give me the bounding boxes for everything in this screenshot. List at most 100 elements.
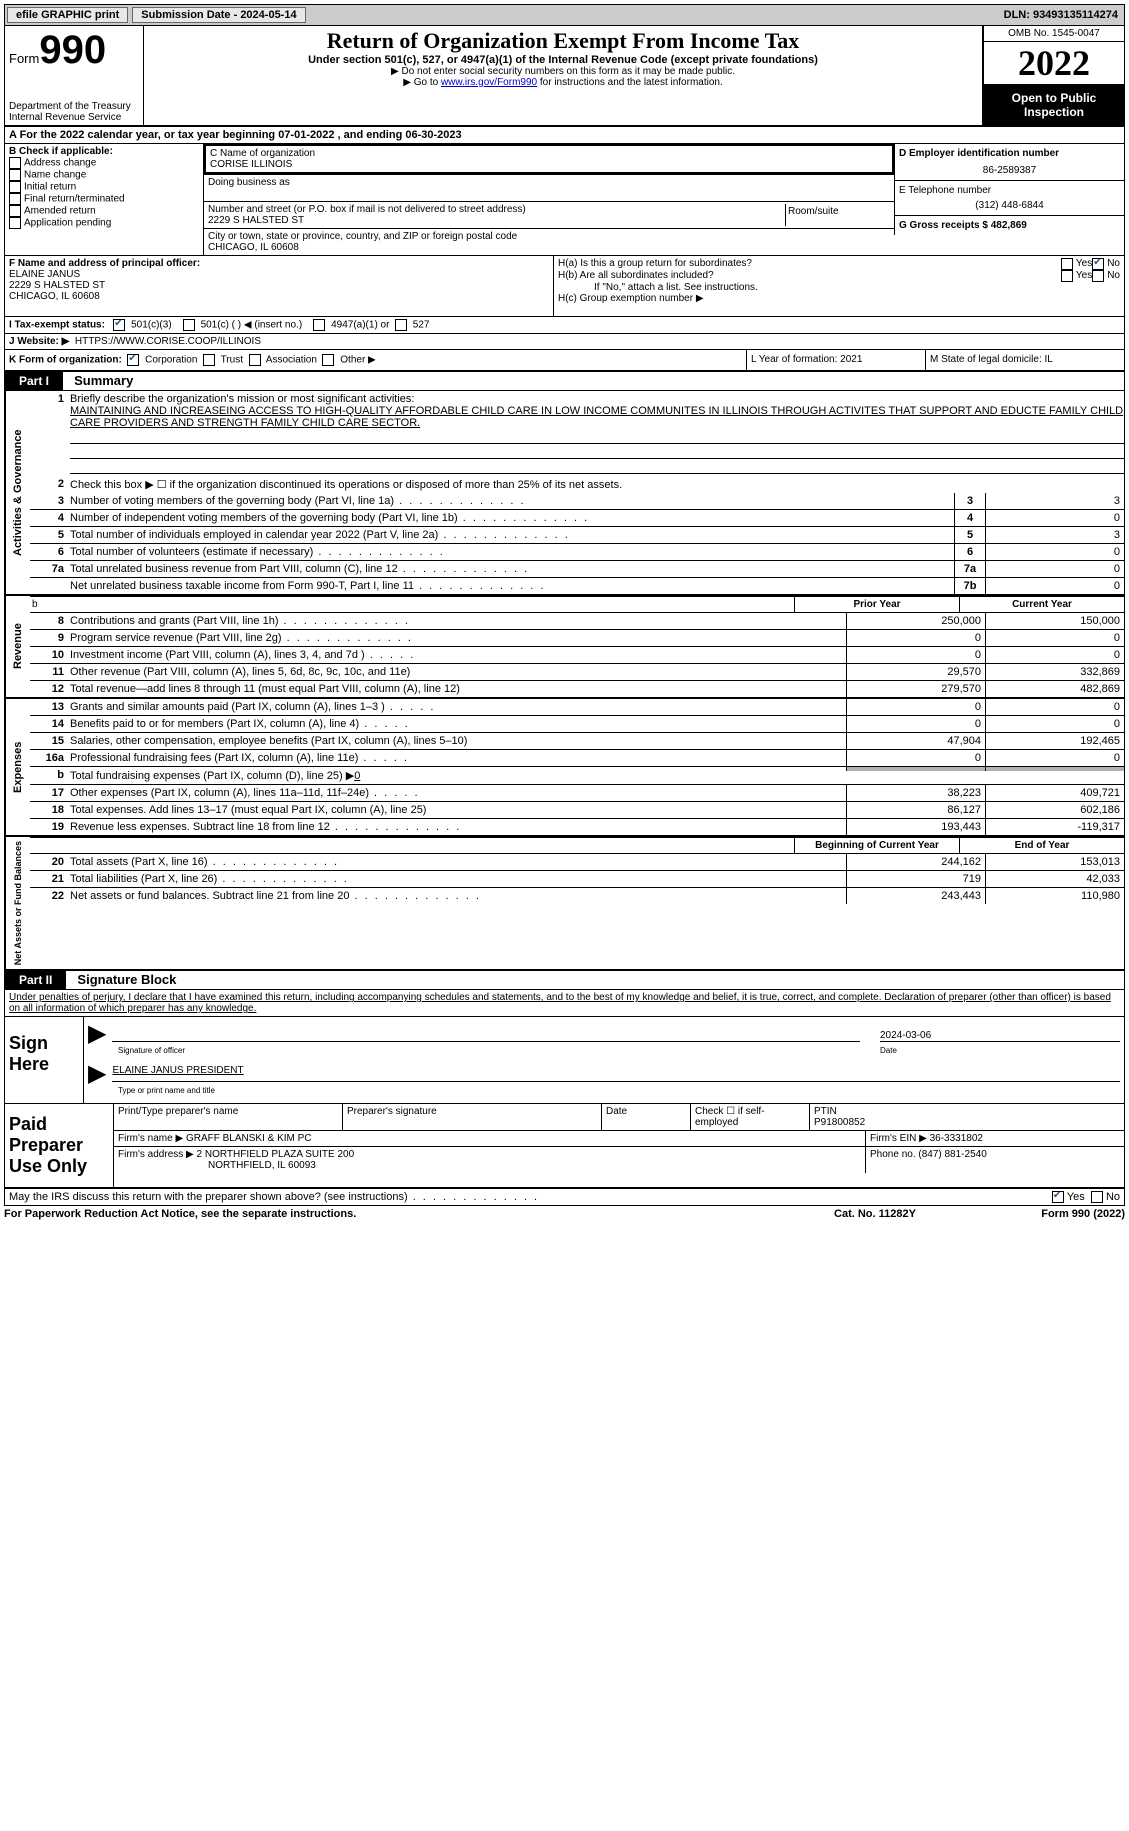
col-b-header: B Check if applicable: xyxy=(9,146,199,157)
state-domicile: M State of legal domicile: IL xyxy=(926,350,1124,370)
footer-catalog: Cat. No. 11282Y xyxy=(785,1208,965,1220)
preparer-sig-label: Preparer's signature xyxy=(343,1104,602,1130)
signature-section: Under penalties of perjury, I declare th… xyxy=(4,990,1125,1189)
footer: For Paperwork Reduction Act Notice, see … xyxy=(4,1206,1125,1222)
row-i-tax-status: I Tax-exempt status: 501(c)(3) 501(c) ( … xyxy=(4,317,1125,334)
preparer-name-label: Print/Type preparer's name xyxy=(114,1104,343,1130)
phone-value: (312) 448-6844 xyxy=(899,196,1120,211)
checkbox-checked[interactable] xyxy=(127,354,139,366)
checkbox[interactable] xyxy=(322,354,334,366)
firm-phone: Phone no. (847) 881-2540 xyxy=(866,1147,1124,1173)
checkbox[interactable] xyxy=(1061,258,1073,270)
checkbox[interactable] xyxy=(183,319,195,331)
submission-date-button[interactable]: Submission Date - 2024-05-14 xyxy=(132,7,305,23)
part-tag: Part II xyxy=(5,971,66,989)
side-label-activities: Activities & Governance xyxy=(5,391,30,594)
part-title: Signature Block xyxy=(69,972,176,987)
checkbox[interactable] xyxy=(9,157,21,169)
gross-receipts: G Gross receipts $ 482,869 xyxy=(894,216,1124,235)
irs-link[interactable]: www.irs.gov/Form990 xyxy=(441,77,537,88)
irs-label: Internal Revenue Service xyxy=(9,112,139,123)
checkbox-checked[interactable] xyxy=(113,319,125,331)
preparer-label: Paid Preparer Use Only xyxy=(5,1104,114,1187)
col-c-org-info: C Name of organization CORISE ILLINOIS D… xyxy=(204,144,894,255)
form-number: 990 xyxy=(39,28,106,72)
footer-left: For Paperwork Reduction Act Notice, see … xyxy=(4,1208,785,1220)
checkbox[interactable] xyxy=(9,193,21,205)
tax-year: 2022 xyxy=(984,42,1124,85)
firm-name: GRAFF BLANSKI & KIM PC xyxy=(186,1133,312,1144)
street-address: 2229 S HALSTED ST xyxy=(208,215,785,226)
org-name-box: C Name of organization CORISE ILLINOIS xyxy=(204,144,894,174)
sign-here-row: Sign Here ▶ 2024-03-06 Signature of offi… xyxy=(5,1017,1124,1104)
ein-value: 86-2589387 xyxy=(899,159,1120,176)
main-info-block: B Check if applicable: Address change Na… xyxy=(4,144,1125,256)
checkbox[interactable] xyxy=(1091,1191,1103,1203)
part-title: Summary xyxy=(66,373,133,388)
website-url: HTTPS://WWW.CORISE.COOP/ILLINOIS xyxy=(75,336,261,347)
checkbox-checked[interactable] xyxy=(1092,258,1104,270)
part-tag: Part I xyxy=(5,372,63,390)
part-i-header: Part I Summary xyxy=(4,372,1125,391)
arrow-icon: ▶ xyxy=(88,1066,106,1082)
checkbox[interactable] xyxy=(203,354,215,366)
dept-label: Department of the Treasury xyxy=(9,101,139,112)
summary-revenue: Revenue bPrior YearCurrent Year 8Contrib… xyxy=(4,596,1125,699)
checkbox[interactable] xyxy=(9,181,21,193)
phone-label: E Telephone number xyxy=(899,185,1120,196)
header-right: OMB No. 1545-0047 2022 Open to Public In… xyxy=(982,26,1124,125)
year-formation: L Year of formation: 2021 xyxy=(747,350,926,370)
sign-here-label: Sign Here xyxy=(5,1017,84,1103)
checkbox[interactable] xyxy=(9,205,21,217)
officer-signature-field[interactable] xyxy=(112,1025,860,1042)
col-d-ein: D Employer identification number 86-2589… xyxy=(894,144,1124,255)
topbar: efile GRAPHIC print Submission Date - 20… xyxy=(4,4,1125,26)
room-suite: Room/suite xyxy=(785,204,890,226)
checkbox[interactable] xyxy=(313,319,325,331)
addr-label: Number and street (or P.O. box if mail i… xyxy=(208,204,785,215)
checkbox[interactable] xyxy=(9,169,21,181)
form-subtitle: Under section 501(c), 527, or 4947(a)(1)… xyxy=(148,54,978,66)
group-return: H(a) Is this a group return for subordin… xyxy=(554,256,1124,316)
summary-expenses: Expenses 13Grants and similar amounts pa… xyxy=(4,699,1125,837)
form-note2: ▶ Go to www.irs.gov/Form990 for instruct… xyxy=(148,77,978,88)
firm-ein: Firm's EIN ▶ 36-3331802 xyxy=(866,1131,1124,1146)
checkbox[interactable] xyxy=(1092,270,1104,282)
footer-form: Form 990 (2022) xyxy=(965,1208,1125,1220)
efile-print-button[interactable]: efile GRAPHIC print xyxy=(7,7,128,23)
checkbox-checked[interactable] xyxy=(1052,1191,1064,1203)
principal-officer: F Name and address of principal officer:… xyxy=(5,256,554,316)
checkbox[interactable] xyxy=(9,217,21,229)
sign-date: 2024-03-06 xyxy=(880,1030,1120,1042)
row-a-tax-year: A For the 2022 calendar year, or tax yea… xyxy=(4,127,1125,144)
mission-text: MAINTAINING AND INCREASEING ACCESS TO HI… xyxy=(70,405,1123,429)
checkbox[interactable] xyxy=(1061,270,1073,282)
city-box: City or town, state or province, country… xyxy=(204,228,894,255)
arrow-icon: ▶ xyxy=(88,1026,106,1042)
declaration-text: Under penalties of perjury, I declare th… xyxy=(5,990,1124,1017)
open-inspection: Open to Public Inspection xyxy=(984,85,1124,125)
self-employed-check[interactable]: Check ☐ if self-employed xyxy=(691,1104,810,1130)
row-k-form-org: K Form of organization: Corporation Trus… xyxy=(4,350,1125,372)
form-title: Return of Organization Exempt From Incom… xyxy=(148,28,978,54)
discuss-row: May the IRS discuss this return with the… xyxy=(4,1189,1125,1206)
header-left: Form990 Department of the Treasury Inter… xyxy=(5,26,144,125)
ptin-value: P91800852 xyxy=(814,1117,1120,1128)
checkbox[interactable] xyxy=(395,319,407,331)
checkbox[interactable] xyxy=(249,354,261,366)
summary-activities: Activities & Governance 1 Briefly descri… xyxy=(4,391,1125,596)
city-state-zip: CHICAGO, IL 60608 xyxy=(208,242,890,253)
row-j-website: J Website: ▶ HTTPS://WWW.CORISE.COOP/ILL… xyxy=(4,334,1125,350)
firm-address: 2 NORTHFIELD PLAZA SUITE 200 xyxy=(197,1149,355,1160)
summary-net-assets: Net Assets or Fund Balances Beginning of… xyxy=(4,837,1125,971)
preparer-date-label: Date xyxy=(602,1104,691,1130)
form-header: Form990 Department of the Treasury Inter… xyxy=(4,26,1125,127)
officer-name-field: ELAINE JANUS PRESIDENT xyxy=(112,1065,1120,1082)
part-ii-header: Part II Signature Block xyxy=(4,971,1125,990)
side-label-expenses: Expenses xyxy=(5,699,30,835)
form-note1: ▶ Do not enter social security numbers o… xyxy=(148,66,978,77)
preparer-section: Paid Preparer Use Only Print/Type prepar… xyxy=(5,1104,1124,1189)
dba-box: Doing business as xyxy=(204,174,894,201)
row-f-h: F Name and address of principal officer:… xyxy=(4,256,1125,317)
dln-label: DLN: 93493135114274 xyxy=(1004,9,1124,21)
